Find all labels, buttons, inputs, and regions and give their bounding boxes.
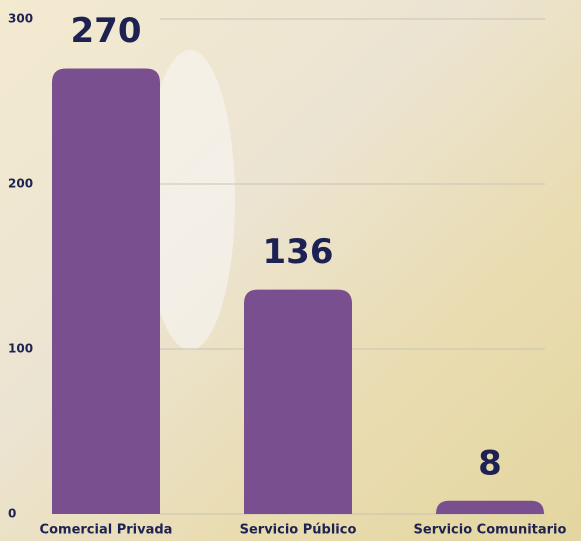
y-tick-label: 200 — [8, 177, 33, 191]
background-shape — [145, 50, 235, 350]
y-tick-label: 100 — [8, 342, 33, 356]
x-tick-label: Comercial Privada — [40, 523, 173, 538]
bar — [52, 68, 160, 514]
bar — [436, 500, 544, 514]
y-tick-label: 0 — [8, 507, 16, 521]
value-label: 136 — [263, 232, 334, 272]
value-label: 8 — [478, 443, 502, 483]
bar — [244, 289, 352, 514]
y-tick-label: 300 — [8, 12, 33, 26]
x-tick-label: Servicio Comunitario — [414, 523, 567, 538]
x-tick-label: Servicio Público — [240, 523, 357, 538]
value-label: 270 — [71, 11, 142, 51]
